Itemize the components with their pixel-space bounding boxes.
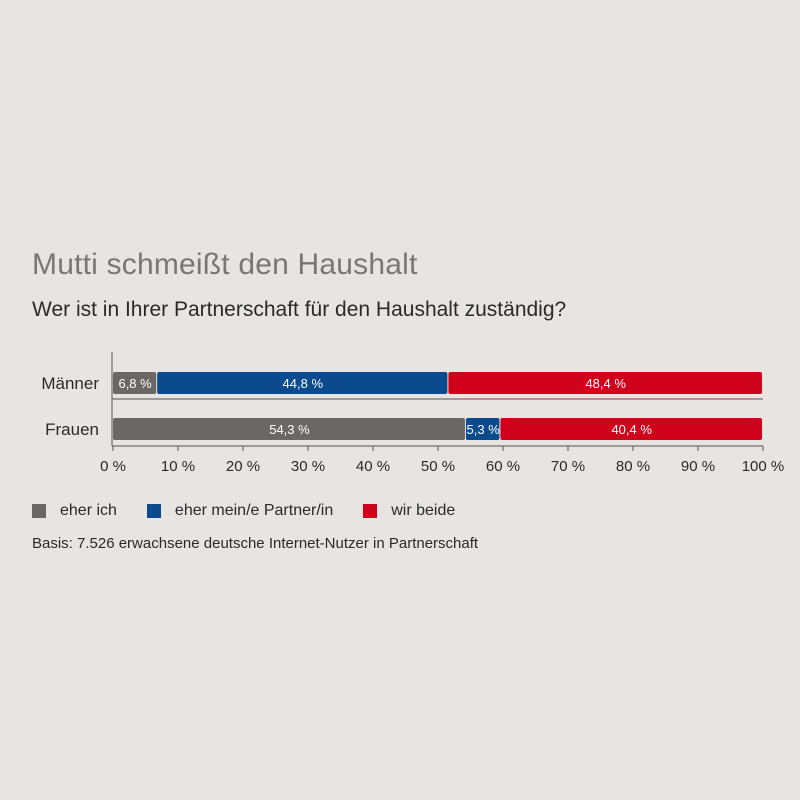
legend-item-eher-ich: eher ich — [32, 502, 117, 520]
basis-note: Basis: 7.526 erwachsene deutsche Interne… — [32, 535, 479, 552]
data-label: 5,3 % — [467, 422, 501, 437]
data-label: 48,4 % — [585, 376, 626, 391]
x-tick-label: 60 % — [486, 458, 520, 475]
stacked-bar-chart: Männer 6,8 % 44,8 % 48,4 % Frauen 54,3 % 5,3 %… — [41, 352, 785, 475]
bar-segment — [465, 418, 500, 440]
data-label: 40,4 % — [611, 422, 652, 437]
x-tick-label: 0 % — [100, 458, 126, 475]
legend-item-eher-partner: eher mein/e Partner/in — [146, 502, 334, 520]
x-tick-label: 30 % — [291, 458, 325, 475]
data-label: 44,8 % — [283, 376, 324, 391]
bar-segment — [157, 372, 448, 394]
legend-swatch-wir-beide — [363, 504, 378, 518]
chart-subtitle: Wer ist in Ihrer Partnerschaft für den H… — [32, 298, 567, 321]
category-label: Frauen — [45, 420, 99, 439]
category-label: Männer — [41, 374, 99, 393]
bar-segment — [500, 418, 762, 440]
x-tick-label: 70 % — [551, 458, 585, 475]
legend-item-wir-beide: wir beide — [363, 502, 455, 520]
legend: eher ich eher mein/e Partner/in wir beid… — [32, 502, 485, 520]
bar-segment — [113, 418, 465, 440]
x-tick-label: 10 % — [161, 458, 195, 475]
x-tick-label: 90 % — [681, 458, 715, 475]
data-label: 54,3 % — [269, 422, 310, 437]
legend-label-eher-partner: eher mein/e Partner/in — [174, 502, 334, 519]
legend-label-wir-beide: wir beide — [391, 502, 456, 519]
x-tick-label: 50 % — [421, 458, 455, 475]
bar-segment — [113, 372, 157, 394]
legend-swatch-eher-ich — [32, 504, 46, 518]
chart-title: Mutti schmeißt den Haushalt — [32, 248, 418, 281]
bar-segment — [448, 372, 762, 394]
x-tick-label: 40 % — [356, 458, 390, 475]
x-tick-label: 100 % — [742, 458, 785, 475]
legend-swatch-eher-partner — [146, 504, 161, 518]
data-label: 6,8 % — [118, 376, 152, 391]
x-tick-label: 20 % — [226, 458, 260, 475]
x-tick-label: 80 % — [616, 458, 650, 475]
legend-label-eher-ich: eher ich — [60, 502, 117, 519]
